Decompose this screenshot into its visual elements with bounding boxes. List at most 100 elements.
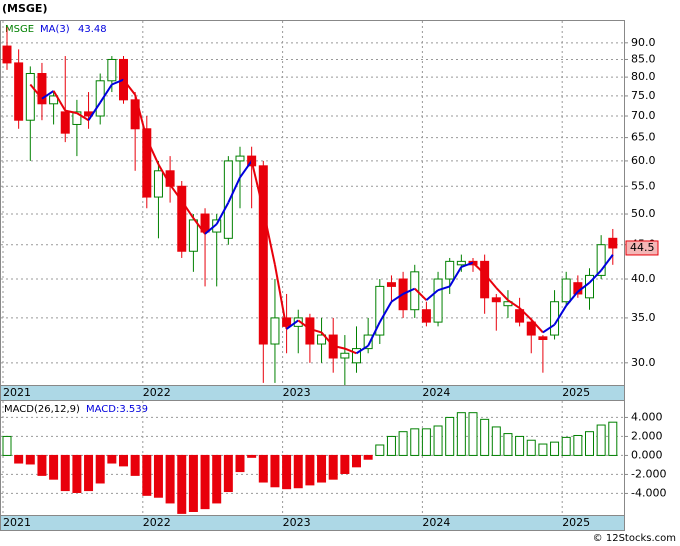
ma-segment (588, 269, 602, 284)
legend-symbol: MSGE (5, 24, 34, 35)
y-tick-label: 75.0 (631, 89, 656, 102)
ma-segment (390, 293, 404, 303)
ma-segment (495, 287, 509, 301)
macd-bar (585, 431, 594, 456)
macd-bar (317, 454, 327, 483)
ma-segment (87, 102, 102, 121)
candle-body (212, 219, 222, 233)
macd-bar (247, 454, 257, 458)
macd-bar (119, 454, 128, 467)
x-tick-label: 2024 (422, 516, 450, 529)
ma-segment (402, 287, 416, 295)
ma-segment (65, 109, 78, 115)
macd-bar (468, 412, 478, 456)
macd-bar (503, 433, 513, 456)
y-tick-label: -4.000 (631, 486, 666, 499)
candle-body (515, 309, 525, 323)
candle-body (258, 165, 268, 345)
candle-body (153, 170, 163, 198)
ma-segment (215, 202, 230, 225)
y-tick-label: 55.0 (631, 179, 656, 192)
candle-body (200, 213, 210, 233)
macd-bar (130, 454, 140, 476)
candle-body (235, 155, 245, 162)
ma-segment (507, 299, 521, 309)
macd-bar (445, 416, 455, 456)
candle-body (538, 336, 548, 341)
macd-bar (293, 454, 303, 489)
ma-segment (111, 78, 124, 86)
macd-bar (212, 454, 222, 504)
y-tick-label: -2.000 (631, 467, 666, 480)
macd-bar (142, 454, 152, 496)
macd-bar (49, 454, 59, 480)
ma-segment (472, 262, 486, 275)
ma-segment (483, 273, 498, 289)
ma-segment (378, 301, 393, 323)
ma-segment (29, 83, 43, 100)
legend-macd-value: MACD:3.539 (86, 404, 148, 415)
ma-segment (553, 305, 568, 326)
ma-segment (425, 289, 439, 301)
ma-segment (286, 319, 299, 330)
ma-segment (192, 217, 206, 235)
x-tick-label: 2025 (562, 386, 590, 399)
y-tick-label: 90.0 (631, 36, 656, 49)
ma-segment (122, 79, 136, 96)
candle-body (317, 334, 327, 345)
candle-body (2, 45, 12, 64)
y-tick-label: 50.0 (631, 207, 656, 220)
ma-segment (273, 264, 288, 330)
ma-segment (239, 160, 253, 178)
macd-value: 3.539 (119, 404, 148, 415)
macd-bar (433, 425, 443, 456)
ma-segment (41, 90, 55, 100)
ma-segment (367, 321, 381, 347)
macd-bar (421, 428, 431, 456)
ma-segment (169, 184, 183, 202)
macd-bar (363, 454, 373, 460)
candle-body (305, 317, 315, 345)
x-tick-label: 2021 (3, 516, 31, 529)
ma-segment (262, 209, 276, 266)
macd-bar (480, 418, 490, 456)
ma-segment (565, 291, 579, 307)
macd-bar (550, 441, 560, 456)
ma-segment (52, 90, 67, 112)
candle-body (491, 297, 501, 303)
ma-segment (414, 287, 428, 301)
candle-body (352, 348, 361, 364)
x-tick-label: 2023 (283, 516, 311, 529)
candle-body (386, 282, 396, 287)
macd-bar (14, 454, 24, 464)
macd-bar (223, 454, 233, 493)
ma-segment (76, 112, 90, 122)
chart-title: (MSGE) (2, 2, 47, 15)
candle-body (561, 278, 571, 303)
macd-bar (84, 454, 94, 492)
ma-segment (227, 176, 241, 204)
ma-segment (332, 344, 346, 350)
legend-ma-value: 43.48 (78, 24, 107, 35)
ma-segment (320, 331, 334, 347)
candle-body (375, 285, 385, 336)
macd-bar (386, 435, 396, 456)
candle-body (119, 58, 128, 101)
macd-bar (37, 454, 47, 476)
candle-body (49, 95, 59, 105)
candle-body (480, 260, 490, 299)
macd-bar (258, 454, 268, 483)
ma-segment (180, 200, 195, 219)
ma-segment (157, 163, 171, 186)
macd-bar (235, 454, 245, 473)
macd-bar (608, 421, 618, 456)
macd-bar (375, 444, 385, 456)
macd-bar (177, 454, 187, 514)
y-tick-label: 30.0 (631, 356, 656, 369)
candle-body (363, 334, 373, 350)
ma-segment (461, 261, 474, 268)
ma-segment (600, 254, 614, 272)
candle-body (445, 260, 455, 280)
